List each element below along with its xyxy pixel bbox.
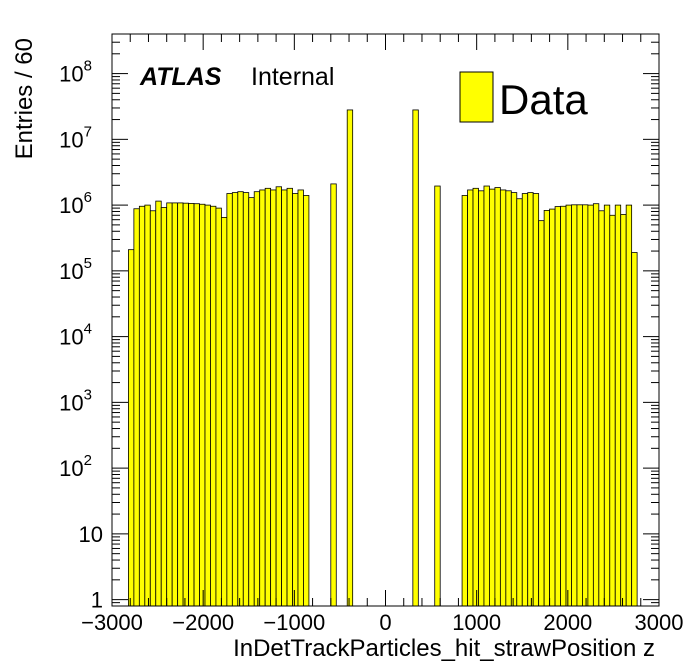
legend-swatch xyxy=(459,71,494,123)
histogram-bars xyxy=(128,109,638,607)
histogram-bar xyxy=(505,190,512,607)
histogram-bar xyxy=(499,189,507,607)
histogram-bar xyxy=(609,214,616,607)
histogram-bar xyxy=(587,204,594,607)
histogram-bar xyxy=(346,109,354,607)
y-axis-tick-labels: 1 10 102 103 104 105 106 107 108 xyxy=(59,58,103,613)
histogram-bar xyxy=(128,249,135,607)
histogram-bar xyxy=(614,204,622,607)
internal-label: Internal xyxy=(251,63,334,91)
y-tick-label: 1 xyxy=(91,588,103,613)
histogram-bar xyxy=(177,202,184,607)
histogram-bar xyxy=(171,202,179,607)
histogram-bar xyxy=(472,187,479,607)
x-tick-label: −1000 xyxy=(263,610,325,635)
histogram-bar xyxy=(592,203,600,607)
y-axis-ticks xyxy=(112,33,659,607)
histogram-bar xyxy=(149,210,157,607)
y-tick-label: 103 xyxy=(59,386,92,415)
histogram-bar xyxy=(494,187,501,607)
histogram-bar xyxy=(270,189,277,607)
histogram-bar xyxy=(286,187,293,607)
histogram-bar xyxy=(166,202,173,607)
histogram-bar xyxy=(204,204,211,607)
histogram-bar xyxy=(297,189,304,607)
histogram-bar xyxy=(467,189,474,607)
histogram-bar xyxy=(237,191,244,607)
histogram-bar xyxy=(582,204,589,607)
histogram-bar xyxy=(182,202,189,607)
histogram-bar xyxy=(478,190,485,607)
histogram-bar xyxy=(631,252,638,607)
histogram-bar xyxy=(292,193,299,607)
y-tick-label: 106 xyxy=(59,189,92,218)
histogram-bar xyxy=(133,208,140,607)
y-tick-label: 102 xyxy=(59,452,92,481)
atlas-label: ATLAS xyxy=(139,63,222,91)
histogram-bar xyxy=(220,216,228,607)
legend-label: Data xyxy=(499,76,588,123)
histogram-bar xyxy=(138,205,146,607)
y-tick-label: 104 xyxy=(59,321,92,350)
histogram-bar xyxy=(248,197,255,607)
x-tick-label: 0 xyxy=(379,610,391,635)
histogram-bar xyxy=(620,214,627,607)
histogram-bar xyxy=(521,193,529,607)
histogram-bar xyxy=(543,210,551,607)
histogram-bar xyxy=(281,189,288,607)
y-tick-label: 10 xyxy=(79,522,103,547)
y-axis-title: Entries / 60 xyxy=(11,38,38,159)
histogram-bar xyxy=(576,204,583,607)
histogram-bar xyxy=(155,200,162,607)
histogram-bar xyxy=(275,186,282,607)
histogram-bar xyxy=(303,195,310,607)
histogram-bar xyxy=(199,203,206,607)
histogram-bar xyxy=(264,187,272,607)
y-tick-label: 107 xyxy=(59,123,92,152)
histogram-bar xyxy=(242,192,250,607)
x-tick-label: −3000 xyxy=(81,610,143,635)
histogram-bar xyxy=(532,193,540,607)
x-tick-label: 3000 xyxy=(635,610,684,635)
x-axis-tick-labels: −3000 −2000 −1000 0 1000 2000 3000 xyxy=(81,610,683,635)
histogram-bar xyxy=(434,185,441,607)
histogram-bar xyxy=(483,185,490,607)
histogram-bar xyxy=(160,207,168,607)
histogram-bar xyxy=(461,195,468,607)
histogram-bar xyxy=(330,183,337,607)
y-tick-label: 108 xyxy=(59,58,92,87)
histogram-bar xyxy=(193,203,200,607)
x-tick-label: −2000 xyxy=(172,610,234,635)
x-axis-ticks xyxy=(111,34,660,606)
histogram-bar xyxy=(226,193,233,607)
histogram-bar xyxy=(598,210,605,607)
histogram-bar xyxy=(571,204,578,607)
histogram-bar xyxy=(625,204,633,607)
histogram-bar xyxy=(259,189,266,607)
histogram-bar xyxy=(215,207,222,607)
histogram-bar xyxy=(188,203,195,607)
y-tick-label: 105 xyxy=(59,255,92,284)
x-tick-label: 1000 xyxy=(452,610,501,635)
histogram-bar xyxy=(510,192,518,607)
histogram-bar xyxy=(489,188,496,607)
histogram-bar xyxy=(549,208,556,607)
histogram-bar xyxy=(412,109,419,607)
histogram-bar xyxy=(565,204,572,607)
histogram-bar xyxy=(554,206,561,607)
histogram-bar xyxy=(144,204,151,607)
histogram-bar xyxy=(560,205,567,607)
histogram-bar xyxy=(253,191,261,607)
x-axis-title: InDetTrackParticles_hit_strawPosition z xyxy=(233,635,655,662)
x-tick-label: 2000 xyxy=(543,610,592,635)
histogram-bar xyxy=(603,204,611,607)
histogram-bar xyxy=(527,192,534,607)
histogram-bar xyxy=(516,198,523,607)
histogram-bar xyxy=(210,205,217,607)
histogram-bar xyxy=(538,220,545,607)
histogram-bar xyxy=(231,192,239,607)
legend: Data xyxy=(459,71,588,123)
